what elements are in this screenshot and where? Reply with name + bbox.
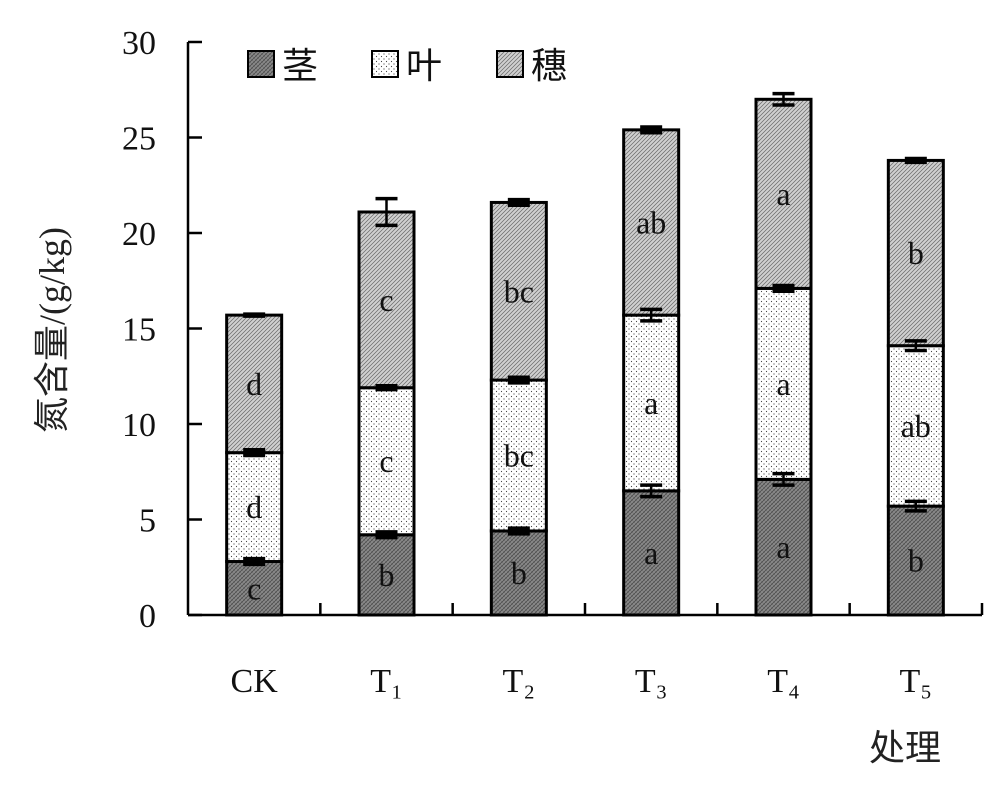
x-tick-label-5: T₅ bbox=[900, 663, 933, 700]
y-tick-label-1: 5 bbox=[139, 503, 156, 540]
y-tick-label-0: 0 bbox=[139, 598, 156, 635]
legend-swatch-2 bbox=[496, 50, 524, 78]
error-bar-series-0-cat-1 bbox=[375, 530, 398, 540]
x-tick-label-4: T₄ bbox=[767, 663, 800, 700]
letter-series-1-cat-2: bc bbox=[504, 438, 534, 474]
x-tick-label-0: CK bbox=[231, 663, 279, 700]
error-bar-series-0-cat-4 bbox=[772, 471, 795, 487]
legend-label-0: 茎 bbox=[282, 46, 318, 86]
y-tick-label-2: 10 bbox=[122, 407, 156, 444]
bars-layer bbox=[225, 97, 945, 617]
legend-swatch-0 bbox=[247, 50, 275, 78]
bar-series-2-cat-1 bbox=[357, 210, 416, 390]
error-bar-series-0-cat-0 bbox=[243, 556, 266, 567]
letter-series-0-cat-3: a bbox=[644, 535, 658, 571]
letter-series-1-cat-3: a bbox=[644, 385, 658, 421]
letter-series-0-cat-2: b bbox=[511, 555, 527, 591]
letter-series-0-cat-1: b bbox=[379, 557, 395, 593]
error-bar-series-1-cat-1 bbox=[375, 384, 398, 392]
legend-item-2: 穗 bbox=[496, 46, 567, 86]
letter-series-0-cat-0: c bbox=[247, 570, 261, 606]
letter-series-1-cat-0: d bbox=[246, 489, 262, 525]
bar-series-2-cat-3 bbox=[622, 128, 681, 317]
legend-label-2: 穗 bbox=[531, 46, 567, 86]
y-axis-title: 氮含量/(g/kg) bbox=[32, 227, 72, 433]
legend-item-0: 茎 bbox=[247, 46, 318, 86]
x-axis-title: 处理 bbox=[869, 728, 941, 768]
letter-series-2-cat-3: ab bbox=[636, 204, 666, 240]
letter-series-1-cat-5: ab bbox=[901, 408, 931, 444]
y-tick-label-4: 20 bbox=[122, 216, 156, 253]
bar-series-0-cat-1 bbox=[357, 533, 416, 617]
legend: 茎叶穗 bbox=[247, 46, 567, 86]
letter-series-0-cat-5: b bbox=[908, 543, 924, 579]
bar-series-0-cat-3 bbox=[622, 489, 681, 617]
error-bar-series-0-cat-3 bbox=[640, 483, 663, 499]
error-bar-series-1-cat-0 bbox=[243, 448, 266, 458]
letter-series-2-cat-5: b bbox=[908, 235, 924, 271]
y-tick-label-3: 15 bbox=[122, 312, 156, 349]
x-tick-label-1: T₁ bbox=[370, 663, 403, 700]
letter-series-1-cat-4: a bbox=[776, 366, 790, 402]
y-tick-label-5: 25 bbox=[122, 121, 156, 158]
y-tick-label-6: 30 bbox=[122, 25, 156, 62]
letter-series-1-cat-1: c bbox=[379, 443, 393, 479]
bar-series-1-cat-5 bbox=[886, 344, 945, 508]
letter-series-2-cat-4: a bbox=[776, 176, 790, 212]
bar-series-2-cat-5 bbox=[886, 158, 945, 348]
x-tick-label-2: T₂ bbox=[503, 663, 536, 700]
error-bar-series-2-cat-3 bbox=[640, 125, 663, 135]
error-bars-layer bbox=[243, 91, 927, 567]
error-bar-series-2-cat-2 bbox=[507, 197, 530, 208]
error-bar-series-0-cat-2 bbox=[507, 526, 530, 536]
x-tick-label-3: T₃ bbox=[635, 663, 668, 700]
letter-series-2-cat-0: d bbox=[246, 366, 262, 402]
error-bar-series-1-cat-2 bbox=[507, 375, 530, 385]
error-bar-series-2-cat-5 bbox=[904, 156, 927, 165]
error-bar-series-1-cat-5 bbox=[904, 339, 927, 353]
legend-item-1: 叶 bbox=[371, 46, 442, 86]
legend-swatch-1 bbox=[371, 50, 399, 78]
legend-label-1: 叶 bbox=[406, 46, 442, 86]
error-bar-series-0-cat-5 bbox=[904, 499, 927, 513]
axes-layer: CK T₁ T₂ T₃ T₄ T₅ 0 5 10 15 20 25 30 氮含量/(g/kg) 处理 bbox=[32, 25, 984, 768]
letter-series-2-cat-2: bc bbox=[504, 273, 534, 309]
error-bar-series-1-cat-4 bbox=[772, 283, 795, 294]
error-bar-series-2-cat-1 bbox=[375, 196, 398, 228]
error-bar-series-2-cat-4 bbox=[772, 91, 795, 107]
error-bar-series-1-cat-3 bbox=[640, 307, 663, 323]
error-bar-series-2-cat-0 bbox=[243, 312, 266, 318]
bar-series-1-cat-2 bbox=[489, 378, 548, 533]
bar-series-1-cat-3 bbox=[622, 313, 681, 493]
letter-series-2-cat-1: c bbox=[379, 282, 393, 318]
letter-series-0-cat-4: a bbox=[776, 529, 790, 565]
